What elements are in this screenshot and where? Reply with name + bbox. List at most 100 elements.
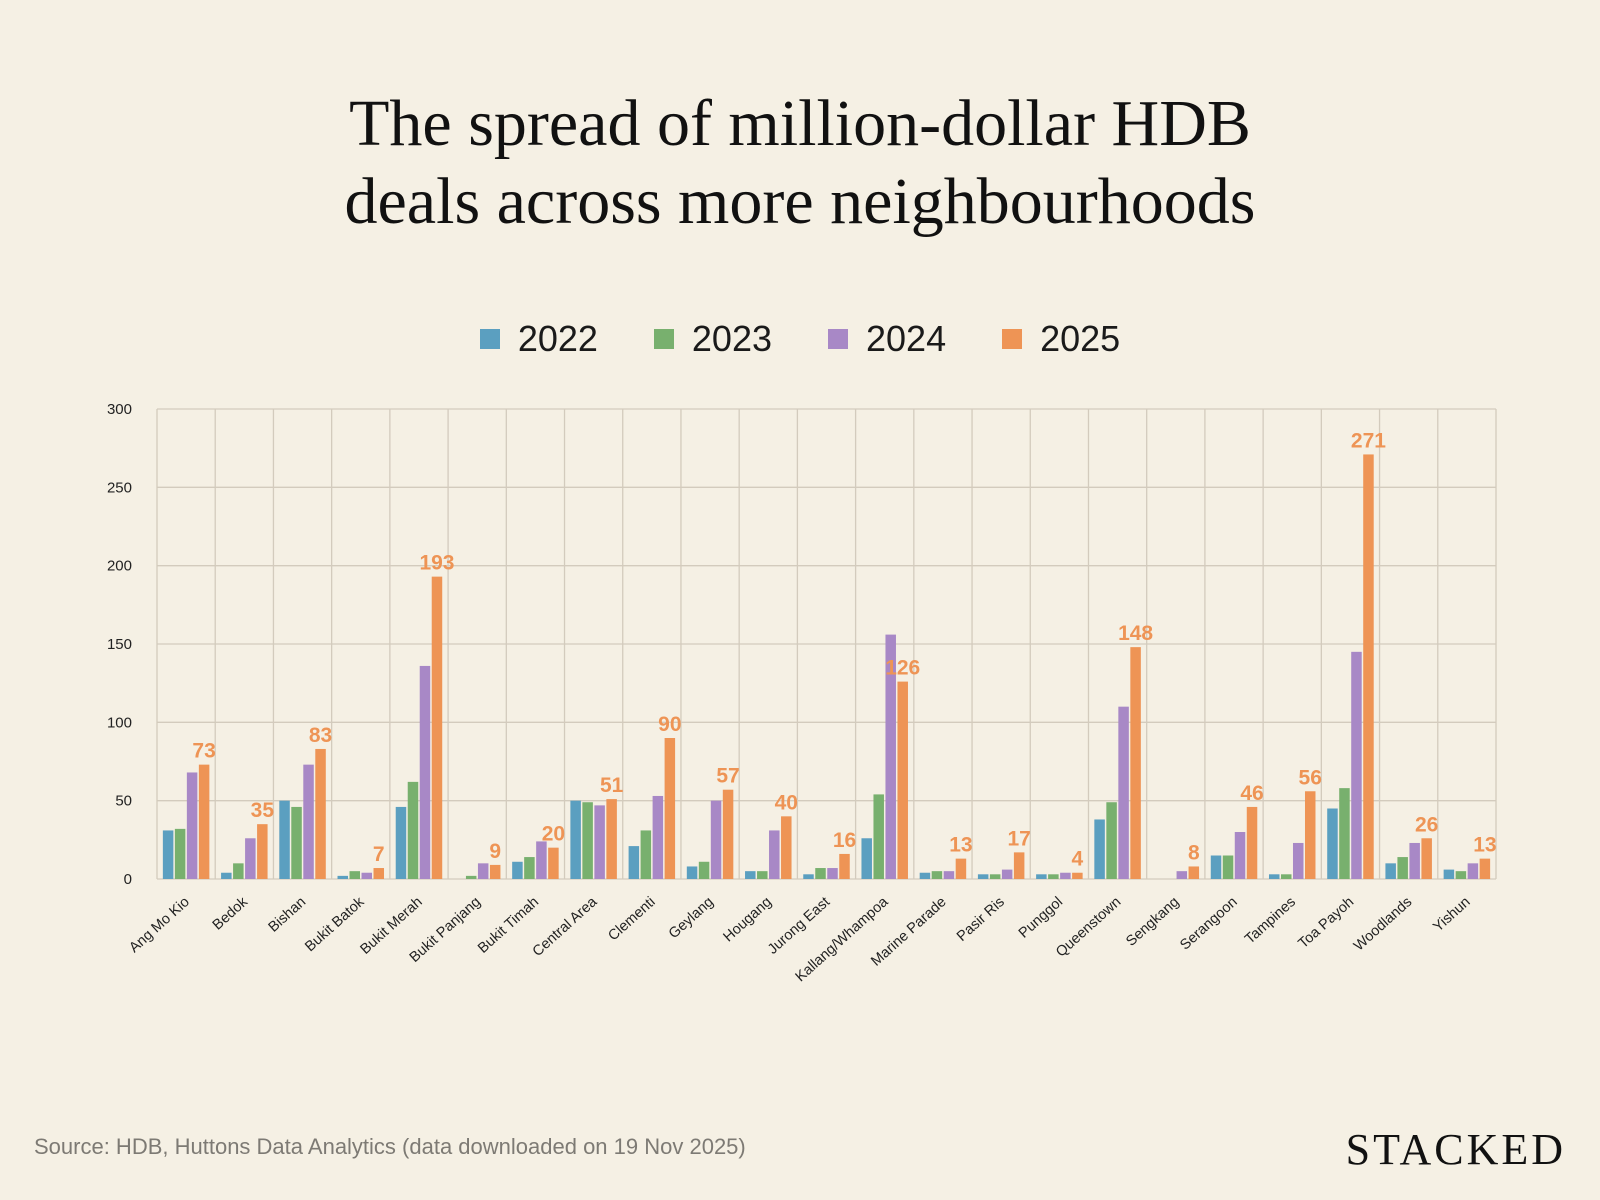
bar-2022 — [162, 830, 174, 879]
bar-2022 — [1385, 863, 1396, 879]
y-tick-label: 50 — [115, 793, 132, 810]
data-label: 7 — [373, 843, 385, 866]
bar-2025 — [548, 847, 559, 879]
bar-2022 — [1443, 869, 1455, 879]
bar-2022 — [861, 838, 872, 879]
y-tick-label: 100 — [107, 714, 132, 731]
data-label: 26 — [1415, 813, 1438, 836]
bar-2024 — [827, 868, 838, 879]
x-tick-label: Pasir Ris — [954, 894, 1008, 945]
bar-2023 — [349, 871, 361, 879]
bar-2024 — [1234, 832, 1246, 879]
y-tick-label: 0 — [124, 871, 132, 888]
data-label: 16 — [833, 829, 856, 852]
legend-label: 2023 — [691, 318, 772, 359]
bar-2024 — [303, 764, 314, 879]
bar-2023 — [233, 863, 244, 879]
chart-title: The spread of million-dollar HDB deals a… — [0, 85, 1600, 241]
bar-2022 — [221, 872, 232, 879]
data-label: 40 — [775, 791, 798, 814]
y-tick-label: 200 — [107, 558, 132, 575]
bar-2024 — [361, 872, 373, 879]
bar-2024 — [769, 830, 780, 879]
bar-2025 — [606, 799, 617, 879]
data-label: 57 — [716, 765, 739, 788]
x-tick-label: Toa Payoh — [1295, 894, 1357, 952]
data-label: 56 — [1299, 766, 1322, 789]
bar-2024 — [186, 772, 198, 879]
title-line-2: deals across more neighbourhoods — [344, 165, 1256, 238]
bar-2024 — [885, 634, 896, 879]
bar-2024 — [1176, 871, 1188, 879]
y-tick-label: 150 — [107, 636, 132, 653]
y-tick-label: 300 — [107, 401, 132, 418]
bar-2022 — [395, 806, 407, 879]
bar-2022 — [570, 800, 581, 879]
data-label: 73 — [192, 740, 215, 763]
bar-2025 — [1072, 872, 1083, 879]
bar-2023 — [1455, 871, 1467, 879]
bar-2025 — [1013, 852, 1025, 879]
bar-2025 — [1130, 647, 1141, 879]
x-tick-label: Sengkang — [1123, 894, 1182, 950]
bar-2023 — [1106, 802, 1117, 879]
bar-2022 — [628, 846, 640, 879]
legend-label: 2022 — [517, 318, 598, 359]
x-tick-label: Bishan — [266, 894, 310, 936]
bar-2023 — [407, 781, 419, 879]
bar-2022 — [279, 800, 290, 879]
bar-chart: 0 50 100 150 200 250 300 73 Ang Mo Kio 35 Bedok 83 B… — [107, 401, 1497, 985]
data-label: 20 — [542, 823, 565, 846]
data-label: 13 — [949, 834, 972, 857]
bar-2025 — [897, 681, 908, 879]
bar-2024 — [477, 863, 489, 879]
bar-2025 — [781, 816, 792, 879]
bar-2022 — [512, 861, 523, 879]
bar-2022 — [803, 874, 814, 879]
bar-2024 — [1409, 842, 1420, 879]
bar-2022 — [1268, 874, 1280, 879]
bar-2025 — [664, 738, 676, 879]
bar-2022 — [1094, 819, 1105, 879]
data-label: 8 — [1188, 841, 1200, 864]
data-label: 90 — [658, 713, 681, 736]
data-label: 83 — [309, 724, 332, 747]
bar-2023 — [989, 874, 1001, 879]
bar-2022 — [337, 875, 349, 879]
data-label: 271 — [1351, 429, 1386, 452]
bar-2023 — [1280, 874, 1292, 879]
title-line-1: The spread of million-dollar HDB — [349, 87, 1251, 160]
x-tick-label: Geylang — [666, 894, 717, 942]
bar-2023 — [524, 857, 535, 879]
data-label: 193 — [419, 552, 454, 575]
data-label: 13 — [1473, 834, 1496, 857]
bar-2025 — [1246, 806, 1258, 879]
bar-2022 — [919, 872, 931, 879]
legend-item-2023: 2023 — [653, 318, 772, 360]
bar-2024 — [1292, 842, 1304, 879]
bar-2024 — [1467, 863, 1479, 879]
x-tick-label: Serangoon — [1177, 894, 1240, 953]
bar-2023 — [1397, 857, 1408, 879]
bar-2025 — [839, 853, 850, 879]
source-note: Source: HDB, Huttons Data Analytics (dat… — [34, 1134, 746, 1159]
bar-2023 — [640, 830, 652, 879]
bar-2025 — [1304, 791, 1316, 879]
bar-2025 — [955, 858, 967, 879]
bar-2025 — [315, 748, 326, 879]
bar-2024 — [1118, 706, 1129, 879]
bar-2025 — [1479, 858, 1491, 879]
bar-2024 — [536, 841, 547, 879]
data-label: 46 — [1240, 782, 1263, 805]
bar-2023 — [698, 861, 710, 879]
x-tick-label: Clementi — [605, 894, 658, 944]
data-label: 35 — [251, 799, 275, 822]
bar-2024 — [419, 665, 431, 879]
bar-2022 — [1210, 855, 1222, 879]
data-label: 9 — [489, 840, 501, 863]
data-label: 126 — [885, 657, 920, 680]
bar-2022 — [1036, 874, 1047, 879]
bar-2025 — [1363, 454, 1374, 879]
bar-2025 — [431, 576, 443, 879]
bar-2025 — [489, 864, 501, 879]
